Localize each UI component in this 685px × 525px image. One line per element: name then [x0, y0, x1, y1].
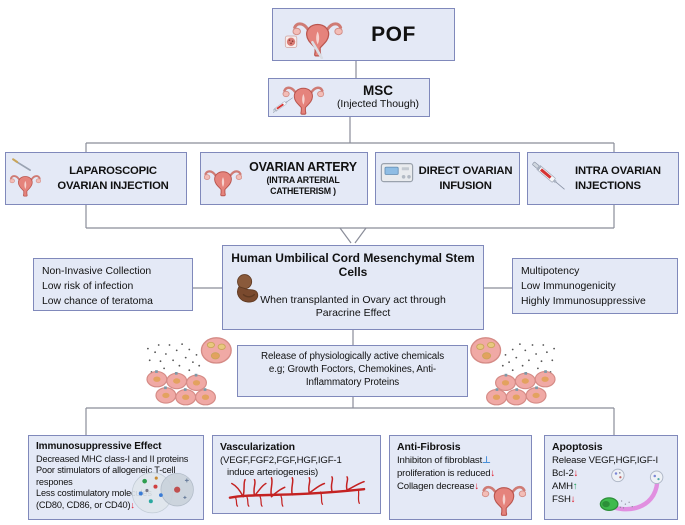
pof-box: POF [272, 8, 455, 61]
release-line: Release of physiologically active chemic… [260, 351, 445, 362]
blood-vessels-icon [228, 475, 366, 508]
release-box: Release of physiologically active chemic… [237, 345, 468, 397]
syringe-icon [531, 160, 567, 193]
apoptosis-cells-icon [588, 466, 674, 516]
uterus-syringe-icon [273, 86, 325, 115]
benefit-line: Highly Immunosuppressive [521, 296, 646, 308]
method-laparoscopic-box: LAPAROSCOPIC OVARIAN INJECTION [5, 152, 187, 205]
vascular-title: Vascularization [220, 441, 295, 453]
immuno-cd-line: (CD80, CD86, or CD40)↓ [36, 499, 135, 510]
uterus-icon [204, 169, 242, 196]
down-arrow-icon: ↓ [490, 467, 496, 479]
down-arrow-icon: ↓ [130, 499, 135, 510]
immuno-line: Less costimulatory molecules [36, 488, 152, 499]
uterus-icon [284, 21, 343, 59]
apoptosis-marker: AMH↑ [552, 480, 578, 492]
immuno-line: Decreased MHC class-I and II proteins [36, 454, 189, 464]
fibrosis-line: Collagen decrease↓ [397, 480, 480, 492]
method-ovarian-artery-label: OVARIAN ARTERY (INTRA ARTERIAL CATHETERI… [242, 160, 364, 198]
immunosuppressive-effect-box: Immunosuppressive Effect Decreased MHC c… [28, 435, 204, 520]
benefit-line: Low risk of infection [42, 281, 134, 293]
method-intra-ovarian-box: INTRA OVARIAN INJECTIONS [527, 152, 679, 205]
msc-subtitle: (Injected Though) [336, 98, 420, 111]
secreting-cells-left-icon [146, 337, 232, 406]
pof-title: POF [371, 22, 416, 46]
infusion-pump-icon [380, 163, 414, 183]
msc-text: MSC (Injected Though) [327, 83, 429, 111]
anti-fibrosis-box: Anti-Fibrosis Inhibiton of fibroblast⊥ p… [389, 435, 532, 520]
method-intra-ovarian-label: INTRA OVARIAN INJECTIONS [575, 165, 661, 192]
fibrosis-title: Anti-Fibrosis [397, 441, 461, 453]
apoptosis-box: Apoptosis Release VEGF,HGF,IGF-I BcI-2↓ … [544, 435, 678, 520]
method-direct-infusion-label: DIRECT OVARIAN INFUSION [418, 165, 513, 192]
benefit-line: Low Immunogenicity [521, 281, 616, 293]
release-line: e.g; Growth Foctors, Chemokines, Anti- [268, 364, 437, 376]
benefits-right-box: Multipotency Low Immunogenicity Highly I… [512, 258, 678, 314]
apoptosis-line: Release VEGF,HGF,IGF-I [552, 455, 658, 466]
central-stemcell-box: Human Umbilical Cord Mesenchymal Stem Ce… [222, 245, 484, 330]
central-body: When transplanted in Ovary act through P… [260, 293, 446, 320]
down-arrow-icon: ↓ [570, 493, 576, 505]
release-line: Inflammatory Proteins [305, 377, 400, 389]
fibrosis-line: proliferation is reduced↓ [397, 467, 496, 479]
laparoscope-uterus-icon [9, 157, 41, 197]
up-arrow-icon: ↑ [572, 480, 578, 492]
inhibit-symbol-icon: ⊥ [482, 455, 491, 466]
down-arrow-icon: ↓ [474, 480, 480, 492]
central-title: Human Umbilical Cord Mesenchymal Stem Ce… [231, 251, 475, 280]
immuno-line: Poor stimulators of allogeneic T-cell [36, 465, 176, 476]
immune-cells-icon [131, 472, 194, 514]
immuno-title: Immunosuppressive Effect [36, 441, 162, 452]
fibrosis-line: Inhibiton of fibroblast⊥ [397, 455, 491, 466]
secreting-cells-right-icon [470, 337, 556, 406]
benefit-line: Low chance of teratoma [42, 296, 153, 308]
vascular-line: induce arteriogenesis) [227, 466, 319, 478]
uterus-icon [482, 485, 526, 517]
method-ovarian-artery-title: OVARIAN ARTERY [249, 159, 357, 174]
vascular-line: (VEGF,FGF2,FGF,HGF,IGF-1 [220, 455, 342, 466]
fetus-icon [231, 272, 265, 311]
method-direct-infusion-box: DIRECT OVARIAN INFUSION [375, 152, 520, 205]
method-ovarian-artery-box: OVARIAN ARTERY (INTRA ARTERIAL CATHETERI… [200, 152, 368, 205]
down-arrow-icon: ↓ [573, 467, 579, 479]
msc-box: MSC (Injected Though) [268, 78, 430, 117]
apoptosis-marker: BcI-2↓ [552, 467, 579, 479]
benefit-line: Non-Invasive Collection [42, 266, 152, 277]
benefit-line: Multipotency [521, 266, 580, 277]
benefits-left-box: Non-Invasive Collection Low risk of infe… [33, 258, 193, 311]
msc-title: MSC [363, 83, 393, 99]
method-ovarian-artery-sub: (INTRA ARTERIAL CATHETERISM ) [266, 175, 340, 197]
immuno-line: respones [36, 476, 73, 487]
vascularization-box: Vascularization (VEGF,FGF2,FGF,HGF,IGF-1… [212, 435, 381, 514]
apoptosis-title: Apoptosis [552, 441, 603, 453]
apoptosis-marker: FSH↓ [552, 493, 576, 505]
method-laparoscopic-label: LAPAROSCOPIC OVARIAN INJECTION [57, 165, 169, 192]
